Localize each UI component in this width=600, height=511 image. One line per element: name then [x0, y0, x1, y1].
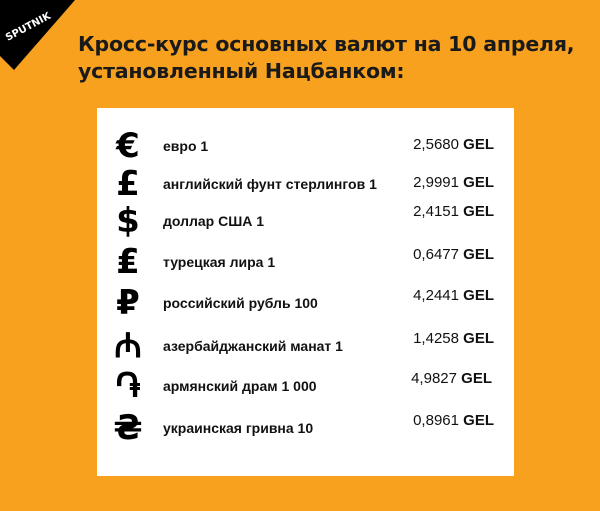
rate-value: 0,8961 GEL [413, 412, 494, 429]
rate-value: 2,9991 GEL [413, 174, 494, 191]
title-line-2: установленный Нацбанком: [78, 59, 405, 83]
currency-label: украинская гривна 10 [163, 420, 314, 436]
rate-value: 2,4151 GEL [413, 203, 494, 220]
currency-label: турецкая лира 1 [163, 254, 276, 270]
rate-row-ruble: ₽ российский рубль 100 4,2441 GEL [97, 283, 514, 323]
dram-icon: ֏ [115, 366, 141, 406]
hryvnia-icon: ₴ [113, 408, 143, 448]
rate-value: 1,4258 GEL [413, 330, 494, 347]
rate-row-lira: ₤ турецкая лира 1 0,6477 GEL [97, 242, 514, 282]
rate-value: 0,6477 GEL [413, 246, 494, 263]
euro-icon: € [116, 126, 140, 166]
currency-label: евро 1 [163, 138, 209, 154]
currency-label: доллар США 1 [163, 213, 265, 229]
currency-label: российский рубль 100 [163, 295, 318, 311]
ruble-icon: ₽ [116, 283, 140, 323]
rate-value: 4,9827 GEL [411, 370, 492, 387]
currency-label: английский фунт стерлингов 1 [163, 176, 377, 192]
rates-panel: € евро 1 2,5680 GEL £ английский фунт ст… [97, 108, 514, 476]
rate-value: 4,2441 GEL [413, 287, 494, 304]
pound-icon: £ [116, 164, 140, 204]
currency-label: армянский драм 1 000 [163, 378, 317, 394]
rate-row-manat: ₼ азербайджанский манат 1 1,4258 GEL [97, 326, 514, 366]
page-title: Кросс-курс основных валют на 10 апреля, … [78, 31, 575, 85]
rate-row-hryvnia: ₴ украинская гривна 10 0,8961 GEL [97, 408, 514, 448]
rate-row-euro: € евро 1 2,5680 GEL [97, 126, 514, 166]
currency-label: азербайджанский манат 1 [163, 338, 343, 354]
lira-icon: ₤ [116, 242, 140, 282]
title-line-1: Кросс-курс основных валют на 10 апреля, [78, 32, 575, 56]
rate-row-dollar: $ доллар США 1 2,4151 GEL [97, 201, 514, 241]
rate-value: 2,5680 GEL [413, 136, 494, 153]
dollar-icon: $ [116, 201, 140, 241]
manat-icon: ₼ [114, 326, 142, 366]
rate-row-pound: £ английский фунт стерлингов 1 2,9991 GE… [97, 164, 514, 204]
sputnik-logo: SPUTNIK [0, 0, 80, 80]
rate-row-dram: ֏ армянский драм 1 000 4,9827 GEL [97, 366, 514, 406]
